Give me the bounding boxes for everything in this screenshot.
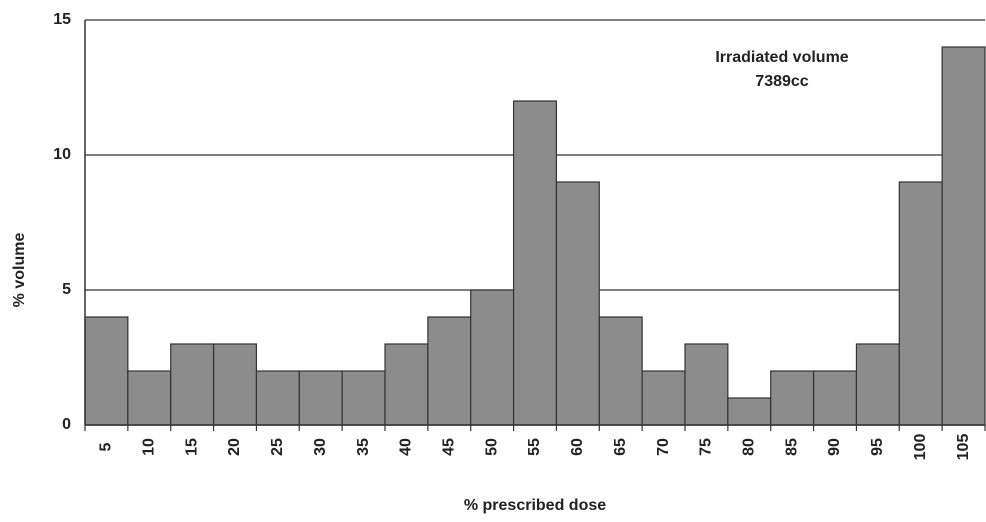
bar	[941, 46, 986, 426]
y-axis-title: % volume	[11, 233, 28, 308]
x-tick-label: 65	[612, 438, 629, 456]
bar	[212, 343, 258, 426]
y-tick-label: 0	[62, 416, 71, 433]
bar	[84, 316, 129, 426]
x-tick-label: 45	[441, 438, 458, 456]
x-tick-label: 40	[398, 438, 415, 456]
annotation: 7389cc	[755, 73, 808, 90]
x-tick-label: 15	[183, 438, 200, 456]
x-tick-label: 80	[741, 438, 758, 456]
x-tick-label: 60	[569, 438, 586, 456]
y-tick-label: 15	[53, 11, 71, 28]
x-tick-label: 25	[269, 438, 286, 456]
bar	[555, 181, 600, 426]
x-tick-label: 30	[312, 438, 329, 456]
bar	[298, 370, 343, 426]
x-axis-title: % prescribed dose	[464, 497, 606, 514]
bar	[127, 370, 172, 426]
bar	[512, 100, 558, 426]
x-tick-label: 95	[869, 438, 886, 456]
bar	[770, 370, 815, 426]
bar	[170, 343, 215, 426]
annotation: Irradiated volume	[715, 49, 848, 66]
x-tick-label: 20	[226, 438, 243, 456]
bar	[427, 316, 472, 426]
x-tick-label: 85	[783, 438, 800, 456]
bar	[384, 343, 429, 426]
bar	[855, 343, 900, 426]
x-tick-label: 105	[955, 434, 972, 461]
bar	[727, 397, 772, 426]
bar	[812, 370, 858, 426]
x-tick-label: 5	[98, 442, 115, 451]
x-tick-label: 100	[912, 434, 929, 461]
bar	[898, 181, 943, 426]
bar	[470, 289, 515, 426]
y-tick-label: 5	[62, 281, 71, 298]
x-tick-label: 10	[141, 438, 158, 456]
x-tick-label: 50	[483, 438, 500, 456]
x-tick-label: 70	[655, 438, 672, 456]
x-tick-label: 75	[698, 438, 715, 456]
x-tick-label: 55	[526, 438, 543, 456]
bar	[641, 370, 686, 426]
y-tick-label: 10	[53, 146, 71, 163]
bar	[598, 316, 643, 426]
bar	[341, 370, 386, 426]
bar	[684, 343, 729, 426]
x-tick-label: 90	[826, 438, 843, 456]
x-tick-label: 35	[355, 438, 372, 456]
bar	[255, 370, 300, 426]
